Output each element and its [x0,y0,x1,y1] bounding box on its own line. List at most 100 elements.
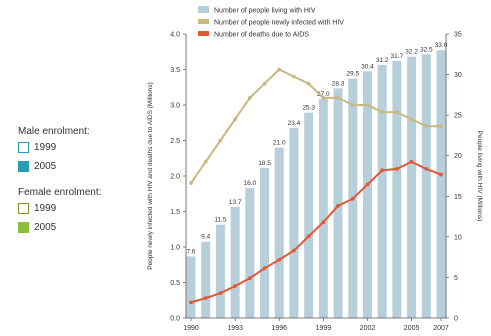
bar-label-1997: 23.4 [288,120,301,127]
bar-2004 [392,60,402,319]
male-1999-swatch [18,142,29,153]
series-1-point-2002 [365,182,370,187]
series-0-point-2007 [439,124,443,129]
bar-1992 [215,224,225,318]
right-axis-title: People living with HIV (Millions) [476,131,483,222]
male-1999-label: 1999 [34,142,57,153]
left-tick-label: 2.0 [170,174,180,181]
right-tick-label: 30 [454,72,462,79]
bar-1998 [304,112,314,318]
series-1-point-1996 [277,257,282,262]
right-tick-label: 15 [454,194,462,201]
left-tick-label: 3.5 [170,67,180,74]
bar-2003 [377,64,387,318]
bar-1995 [260,167,270,318]
series-0-point-2000 [336,96,340,100]
right-tick-label: 10 [454,234,462,241]
series-1-point-2001 [350,196,355,201]
series-0-point-2003 [380,110,385,114]
series-1-point-2007 [439,172,443,177]
series-0-point-2004 [394,110,399,114]
series-1-point-2006 [424,167,429,171]
series-0-point-2001 [350,103,355,107]
left-tick-label: 4.0 [170,32,180,39]
x-tick-label: 1999 [316,325,332,332]
legend-swatch-0 [198,6,209,13]
series-0-point-1997 [292,74,296,79]
x-tick-label: 1996 [271,325,287,332]
x-tick-label: 1993 [227,325,243,332]
bar-1994 [245,188,255,318]
series-line-0 [190,68,441,184]
male-2005-legend-item: 2005 [18,158,158,175]
series-0-point-1992 [218,138,223,143]
bar-label-2003: 31.2 [376,57,389,64]
series-1-point-1999 [321,220,326,225]
series-1-point-2004 [394,167,399,171]
bar-2002 [362,71,372,318]
series-0-point-1998 [306,81,311,86]
bar-2007 [436,50,446,318]
series-0-point-2005 [409,117,414,122]
bar-2000 [333,88,343,318]
bar-1990 [186,256,196,318]
bar-label-1999: 27.0 [317,91,330,98]
right-tick-label: 0 [454,316,458,323]
series-1-point-2005 [409,159,414,164]
side-legend: Male enrolment: 1999 2005 Female enrolme… [18,126,158,236]
bar-1991 [201,241,211,318]
bar-label-2007: 33.0 [435,42,448,49]
female-2005-label: 2005 [34,222,57,233]
series-0-point-2006 [424,124,429,129]
bar-label-2002: 30.4 [361,63,374,70]
x-tick-label: 2002 [360,325,376,332]
male-2005-label: 2005 [34,161,57,172]
bar-label-1992: 11.5 [214,217,227,224]
bar-1997 [289,128,299,318]
left-tick-label: 0.0 [170,316,180,323]
bar-label-2001: 29.5 [346,71,359,78]
left-tick-label: 1.5 [170,209,180,216]
female-1999-label: 1999 [34,203,57,214]
left-tick-label: 1.0 [170,245,180,252]
series-1-point-1995 [262,266,267,271]
left-tick-label: 0.5 [170,280,180,287]
legend-swatch-1 [198,19,209,24]
bar-1996 [274,147,284,318]
series-1-point-1991 [203,296,208,301]
right-tick-label: 20 [454,153,462,160]
female-2005-legend-item: 2005 [18,219,158,236]
bar-label-1990: 7.6 [186,248,195,255]
series-0-point-1995 [262,81,267,86]
series-0-point-1994 [247,96,252,100]
series-1-point-2000 [336,203,340,208]
right-tick-label: 35 [454,32,462,39]
bar-label-1995: 18.5 [258,160,271,167]
x-tick-label: 1990 [183,325,199,332]
series-1-point-1992 [218,291,223,296]
legend-label-1: Number of people newly infected with HIV [214,20,344,27]
series-1-point-1994 [247,276,252,281]
right-tick-label: 25 [454,113,462,120]
male-1999-legend-item: 1999 [18,139,158,156]
legend-label-2: Number of deaths due to AIDS [214,32,309,39]
series-0-point-1996 [277,67,282,72]
series-1-point-2003 [380,168,385,173]
bar-2006 [421,54,431,319]
series-0-point-2002 [365,103,370,107]
legend-swatch-2 [198,31,209,36]
x-tick-label: 2005 [404,325,420,332]
right-tick-label: 5 [454,275,458,282]
left-tick-label: 3.0 [170,103,180,110]
series-0-point-1991 [203,159,208,164]
left-axis-title: People newly infected with HIV and death… [147,82,154,270]
bar-label-1996: 21.0 [273,140,286,147]
bar-label-1998: 25.3 [302,105,315,112]
bar-label-1994: 16.0 [243,180,256,187]
female-1999-swatch [18,203,29,214]
bar-label-2004: 31.7 [391,53,404,60]
bar-label-2000: 28.3 [332,80,345,87]
female-enrolment-heading: Female enrolment: [18,187,102,198]
series-1-point-1998 [306,234,311,239]
bar-label-1991: 9.4 [201,234,210,241]
